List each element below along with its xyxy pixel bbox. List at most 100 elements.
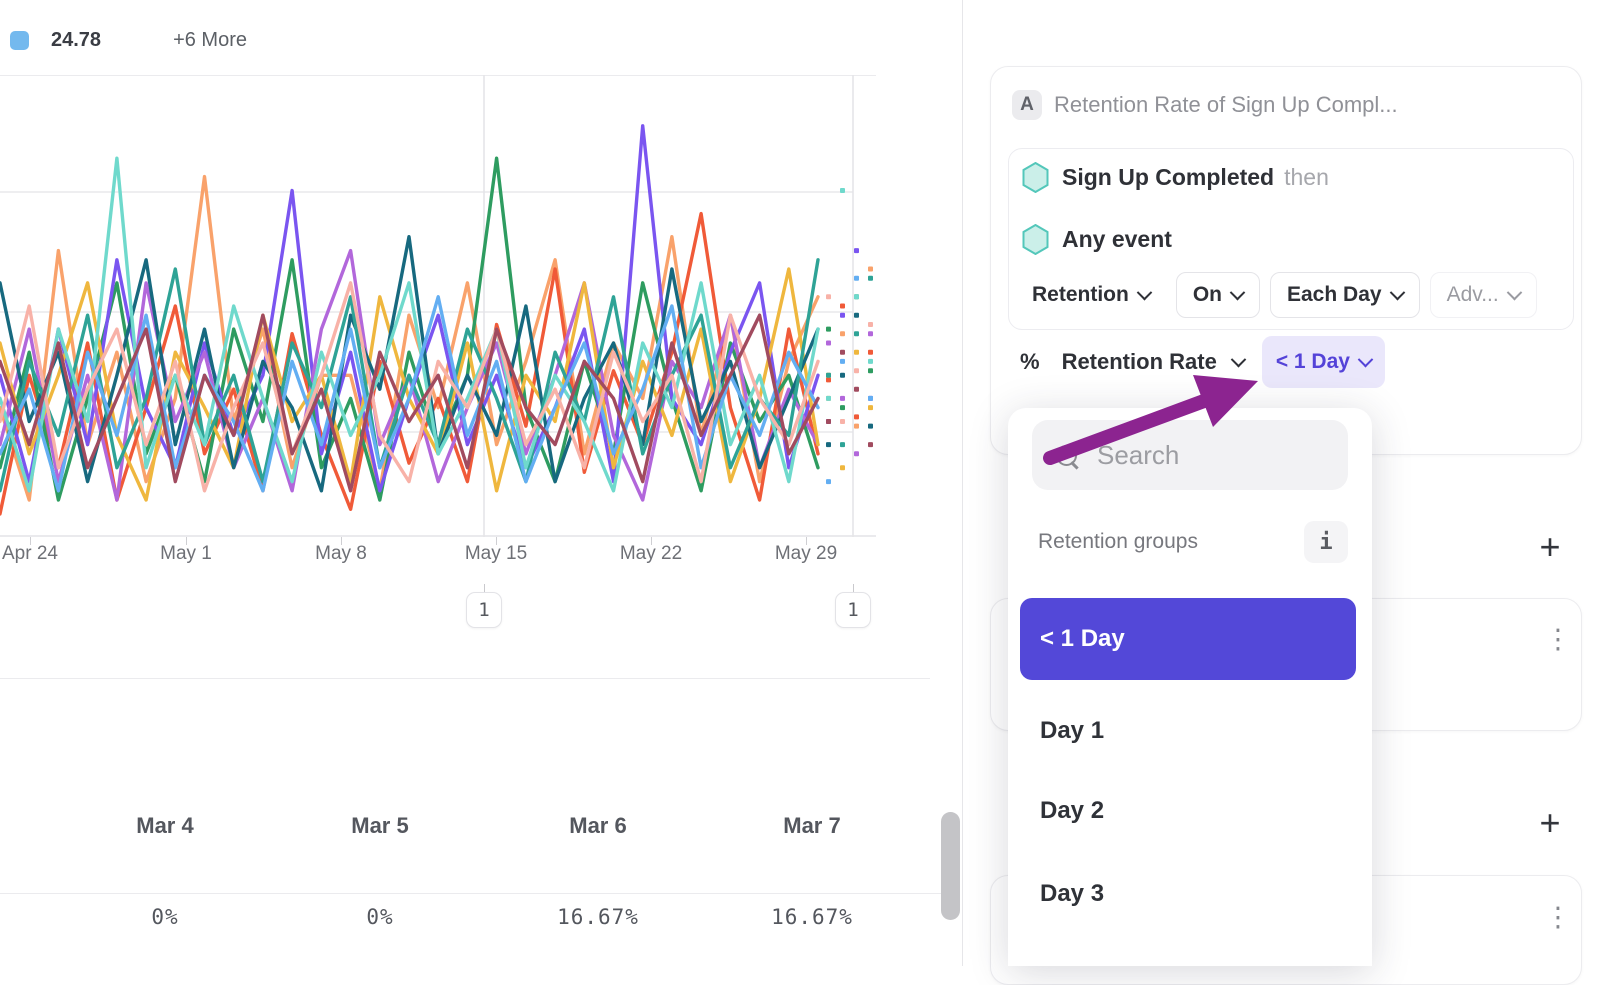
dropdown-item--1-day[interactable]: < 1 Day: [1020, 598, 1356, 680]
forecast-dot-series-11: [854, 368, 859, 374]
hexagon-event-icon: [1022, 161, 1049, 193]
group-label-row: Retention groups i: [1032, 521, 1348, 563]
event-name[interactable]: Sign Up Completed: [1062, 163, 1275, 190]
table-column-header[interactable]: Mar 6: [569, 813, 627, 838]
forecast-dot-series-4: [840, 312, 845, 318]
forecast-dot-series-12: [826, 419, 831, 424]
search-input[interactable]: [1095, 438, 1339, 472]
chevron-down-icon[interactable]: [1230, 351, 1247, 367]
forecast-dot-series-2: [826, 377, 831, 383]
annotation-stem: [853, 584, 854, 592]
forecast-dot-series-5: [840, 395, 845, 401]
forecast-dot-series-7: [840, 372, 845, 378]
chevron-down-icon: [1389, 284, 1405, 300]
chart-line-series-7[interactable]: [0, 234, 820, 493]
control-label: On: [1192, 283, 1222, 306]
forecast-dot-series-1: [840, 331, 845, 337]
vertical-scrollbar-thumb[interactable]: [941, 812, 960, 920]
forecast-dot-series-6: [840, 465, 845, 471]
hexagon-event-icon: [1022, 223, 1049, 255]
table-column-header[interactable]: Mar 7: [783, 813, 841, 838]
forecast-dot-series-9: [854, 294, 859, 300]
dropdown-item-day-1[interactable]: Day 1: [1040, 717, 1105, 744]
forecast-dot-series-3: [840, 405, 845, 411]
forecast-dot-series-12: [840, 349, 845, 355]
annotation-badge[interactable]: 1: [835, 592, 871, 628]
info-icon[interactable]: i: [1304, 521, 1348, 563]
table-cell-value: 16.67%: [771, 905, 853, 929]
forecast-dot-series-3: [826, 326, 831, 332]
control-label: Retention: [1032, 283, 1129, 306]
percent-symbol: %: [1020, 349, 1040, 374]
forecast-dot-series-7: [826, 442, 831, 448]
metric-dropdown-label[interactable]: Retention Rate: [1061, 349, 1217, 374]
table-cell-value: 0%: [151, 905, 179, 929]
metric-card-title[interactable]: Retention Rate of Sign Up Compl...: [1054, 92, 1398, 117]
table-column-header[interactable]: Mar 4: [136, 813, 194, 838]
x-axis-label: May 22: [619, 543, 683, 564]
chart-pane: 24.78 +6 More Apr 24 May 1 May 8 May 15 May …: [0, 28, 960, 929]
control-dropdown-adv-[interactable]: Adv...: [1429, 272, 1537, 318]
forecast-dot-series-9: [826, 395, 831, 401]
chevron-down-icon: [1229, 284, 1246, 300]
event-row-1[interactable]: Sign Up Completed then: [1022, 161, 1329, 193]
legend-more-link[interactable]: +6 More: [173, 28, 247, 51]
search-icon: [1056, 444, 1077, 466]
forecast-dot-series-5: [826, 340, 831, 346]
retention-line-chart[interactable]: [0, 75, 878, 537]
legend-series-label[interactable]: 24.78: [51, 28, 102, 51]
x-axis-label: May 29: [774, 543, 838, 564]
chart-legend: 24.78 +6 More: [10, 28, 247, 52]
forecast-dot-series-12: [854, 386, 859, 392]
kebab-menu-icon[interactable]: ⋮: [1544, 624, 1572, 655]
forecast-dot-series-4: [854, 248, 859, 254]
table-divider: [0, 893, 941, 894]
chart-line-series-3[interactable]: [0, 156, 820, 502]
dropdown-item-day-4[interactable]: Day 4: [1020, 946, 1356, 966]
forecast-dot-series-8: [854, 331, 859, 337]
x-axis-tick: [651, 537, 652, 545]
forecast-dot-series-8: [840, 442, 845, 448]
dropdown-item-day-3[interactable]: Day 3: [1040, 880, 1105, 907]
forecast-dot-series-2: [854, 414, 859, 420]
retention-group-dropdown[interactable]: < 1 Day: [1261, 336, 1385, 388]
retention-group-value: < 1 Day: [1275, 350, 1350, 373]
chart-line-series-12[interactable]: [0, 313, 820, 493]
retention-groups-label: Retention groups: [1038, 530, 1198, 553]
forecast-dot-series-7: [868, 423, 873, 429]
x-axis-tick: [806, 537, 807, 545]
control-dropdown-retention[interactable]: Retention: [1016, 272, 1166, 318]
forecast-dot-series-9: [840, 188, 845, 193]
legend-swatch[interactable]: [10, 30, 29, 50]
metric-row: % Retention Rate < 1 Day: [1020, 336, 1385, 388]
forecast-dot-series-10: [826, 479, 831, 485]
chart-line-series-2[interactable]: [0, 211, 820, 516]
table-column-header[interactable]: Mar 5: [351, 813, 409, 838]
forecast-dot-series-9: [868, 358, 873, 364]
forecast-dot-series-5: [854, 451, 859, 457]
x-axis-label: May 1: [160, 543, 212, 564]
chart-line-series-11[interactable]: [0, 281, 820, 493]
table-cell-value: 0%: [366, 905, 394, 929]
kebab-menu-icon[interactable]: ⋮: [1544, 902, 1572, 933]
add-metric-button[interactable]: +: [1539, 526, 1561, 567]
forecast-dot-series-2: [840, 303, 845, 309]
control-dropdown-on[interactable]: On: [1175, 272, 1260, 318]
table-cell-value: 16.67%: [557, 905, 639, 929]
forecast-dot-series-8: [868, 275, 873, 281]
metric-settings-card: [990, 66, 1582, 455]
x-axis-label: May 8: [315, 543, 367, 564]
event-name[interactable]: Any event: [1062, 225, 1172, 252]
forecast-dot-series-2: [868, 349, 873, 355]
event-row-2[interactable]: Any event: [1022, 223, 1172, 255]
chart-top-border: [0, 75, 876, 76]
add-metric-button[interactable]: +: [1539, 802, 1561, 843]
dropdown-item-day-2[interactable]: Day 2: [1040, 797, 1105, 824]
x-axis-tick: [496, 537, 497, 545]
search-box[interactable]: [1032, 420, 1348, 490]
control-dropdown-each-day[interactable]: Each Day: [1270, 272, 1420, 318]
forecast-dot-series-12: [868, 442, 873, 448]
annotation-badge[interactable]: 1: [466, 592, 502, 628]
forecast-dot-series-10: [854, 275, 859, 281]
